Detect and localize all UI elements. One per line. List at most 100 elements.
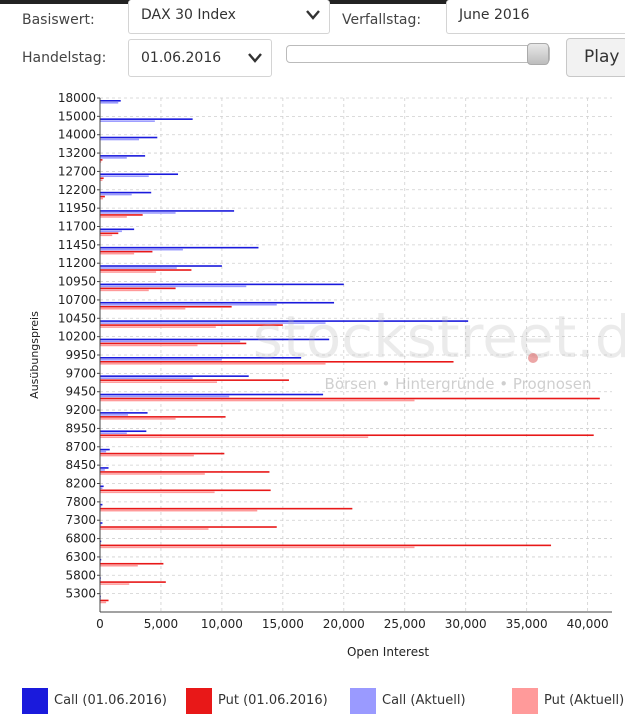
handelstag-label: Handelstag:	[22, 50, 107, 66]
y-tick-label: 5300	[65, 587, 96, 601]
bar	[100, 173, 179, 176]
x-tick-label: 30,000	[445, 617, 487, 631]
slider-thumb[interactable]	[527, 43, 550, 65]
bar	[100, 528, 209, 530]
bar	[100, 469, 105, 471]
x-axis-title: Open Interest	[347, 645, 429, 659]
bar	[100, 361, 454, 363]
bar	[100, 100, 121, 102]
y-tick-label: 10950	[58, 275, 96, 289]
bar	[100, 540, 102, 543]
y-tick-label: 14000	[58, 128, 96, 142]
x-tick-label: 35,000	[506, 617, 548, 631]
bar	[100, 524, 102, 526]
bar	[100, 265, 222, 267]
y-tick-label: 10200	[58, 330, 96, 344]
y-tick-label: 11700	[58, 220, 96, 234]
bar	[100, 102, 119, 104]
slider-track[interactable]	[286, 45, 550, 63]
bar	[100, 175, 149, 178]
x-tick-label: 40,000	[567, 617, 609, 631]
verfallstag-value: June 2016	[459, 7, 530, 23]
bar	[100, 357, 302, 359]
y-tick-label: 6800	[65, 532, 96, 546]
bar	[100, 564, 138, 567]
bar	[100, 320, 469, 322]
bar	[100, 359, 222, 361]
y-tick-label: 11450	[58, 238, 96, 252]
bar	[100, 305, 232, 308]
bar	[100, 414, 129, 416]
x-tick-label: 5,000	[144, 617, 178, 631]
bar	[100, 301, 335, 304]
bar	[100, 230, 122, 233]
axes: 0 5,000 10,000 15,000 20,000 25,000 30,000 35,0…	[58, 91, 612, 631]
bar	[100, 436, 369, 439]
bar	[100, 136, 158, 139]
bar	[100, 161, 102, 163]
basiswert-select[interactable]: DAX 30 Index	[128, 0, 330, 34]
basiswert-value: DAX 30 Index	[141, 7, 236, 23]
verfallstag-label: Verfallstag:	[342, 12, 422, 28]
bar	[100, 250, 153, 253]
bar	[100, 485, 104, 488]
bar	[100, 467, 109, 469]
bar	[100, 509, 258, 512]
bar	[100, 210, 235, 212]
bar	[100, 322, 326, 324]
bar	[100, 601, 107, 604]
bar	[100, 434, 594, 437]
bar	[100, 546, 415, 549]
legend-swatch	[186, 688, 212, 714]
y-tick-label: 10450	[58, 311, 96, 325]
bar	[100, 522, 103, 524]
bar	[100, 452, 225, 455]
bar	[100, 450, 107, 453]
y-tick-label: 9200	[65, 403, 96, 417]
watermark-brand: stockstreet.de	[253, 303, 625, 371]
y-tick-label: 8700	[65, 440, 96, 454]
bar	[100, 599, 109, 602]
bar	[100, 179, 103, 182]
bar	[100, 212, 176, 214]
bar	[100, 432, 127, 435]
verfallstag-select[interactable]: June 2016	[446, 0, 625, 34]
bar	[100, 399, 415, 402]
y-tick-label: 5800	[65, 568, 96, 582]
bar	[100, 379, 289, 381]
bar	[100, 303, 277, 306]
y-tick-label: 12200	[58, 183, 96, 197]
y-tick-label: 9450	[65, 385, 96, 399]
bar	[100, 214, 143, 216]
basiswert-label: Basiswert:	[22, 12, 95, 28]
open-interest-chart: stockstreet.de Börsen • Hintergründe • P…	[28, 91, 625, 659]
bar	[100, 342, 247, 345]
handelstag-select[interactable]: 01.06.2016	[128, 39, 272, 77]
bar	[100, 375, 249, 377]
x-tick-label: 15,000	[262, 617, 304, 631]
bar	[100, 416, 226, 418]
legend-label: Put (01.06.2016)	[218, 693, 328, 708]
handelstag-value: 01.06.2016	[141, 50, 222, 66]
bar	[100, 118, 193, 120]
legend-swatch	[22, 688, 48, 714]
x-tick-label: 10,000	[201, 617, 243, 631]
bar	[100, 177, 104, 180]
bar	[100, 285, 247, 288]
bar	[100, 324, 283, 326]
watermark-dot	[528, 353, 538, 363]
bar	[100, 338, 330, 341]
bar	[100, 159, 103, 161]
bar	[100, 307, 186, 310]
bar	[100, 473, 205, 475]
y-tick-label: 11950	[58, 201, 96, 215]
y-axis-title: Ausübungspreis	[28, 311, 41, 399]
bar	[100, 487, 103, 490]
bar	[100, 191, 152, 194]
x-tick-label: 0	[96, 617, 104, 631]
y-tick-label: 9700	[65, 366, 96, 380]
bar	[100, 157, 127, 159]
handelstag-slider[interactable]	[286, 43, 550, 65]
play-button[interactable]: Play	[566, 38, 625, 77]
bar	[100, 583, 130, 585]
